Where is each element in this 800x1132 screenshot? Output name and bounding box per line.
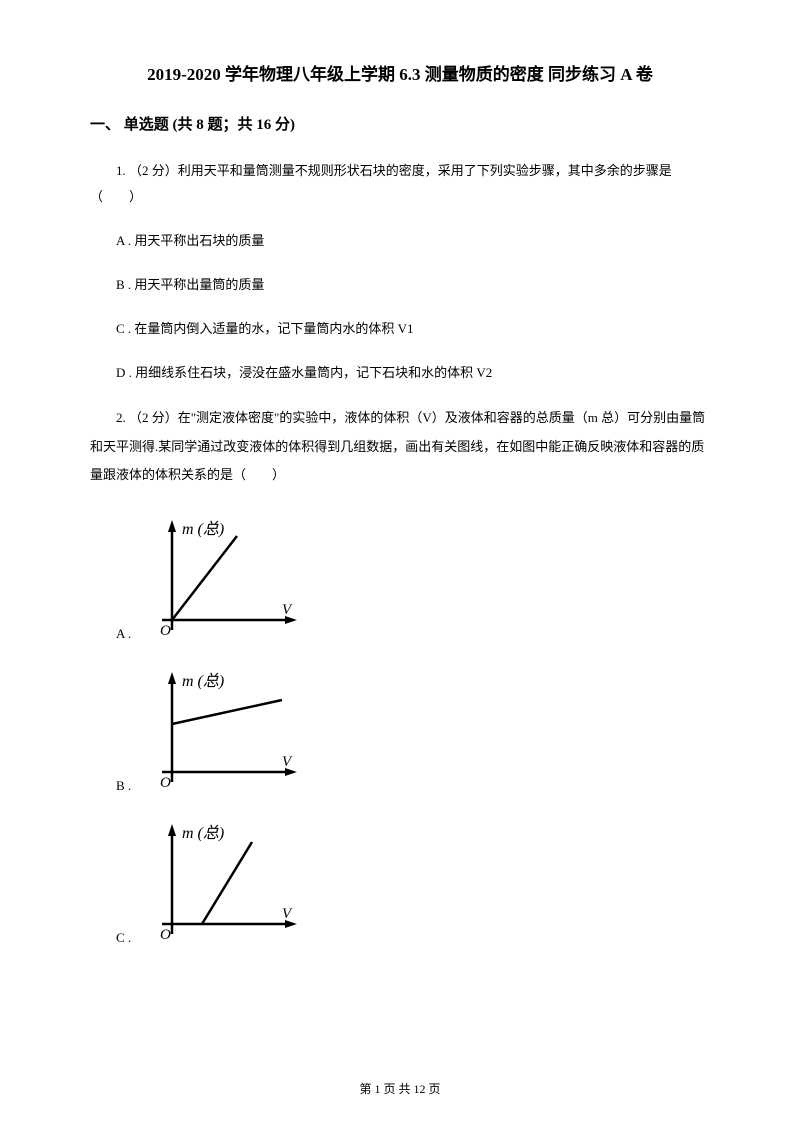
page-footer: 第 1 页 共 12 页 <box>0 1080 800 1097</box>
q2-option-c-label: C . <box>90 930 134 954</box>
q1-option-b: B . 用天平称出量筒的质量 <box>90 272 710 298</box>
q2-option-c-row: C . m (总) V O <box>90 814 710 954</box>
origin-label: O <box>160 927 171 943</box>
origin-label: O <box>160 623 171 639</box>
q2-graph-b: m (总) V O <box>142 662 312 802</box>
q2-graph-a: m (总) V O <box>142 510 312 650</box>
q2-graph-c: m (总) V O <box>142 814 312 954</box>
graph-a-line <box>172 536 237 620</box>
section-header: 一、 单选题 (共 8 题；共 16 分) <box>90 113 710 134</box>
q1-option-d: D . 用细线系住石块，浸没在盛水量筒内，记下石块和水的体积 V2 <box>90 360 710 386</box>
q2-option-b-row: B . m (总) V O <box>90 662 710 802</box>
q1-intro: 1. （2 分）利用天平和量筒测量不规则形状石块的密度，采用了下列实验步骤，其中… <box>90 158 710 210</box>
graph-b-line <box>172 700 282 724</box>
page-title: 2019-2020 学年物理八年级上学期 6.3 测量物质的密度 同步练习 A … <box>90 60 710 85</box>
graph-b-axes: m (总) V O <box>160 672 297 791</box>
y-axis-label: m (总) <box>182 672 224 690</box>
x-axis-label: V <box>282 754 293 770</box>
x-axis-label: V <box>282 602 293 618</box>
graph-c-axes: m (总) V O <box>160 824 297 943</box>
q2-option-b-label: B . <box>90 778 134 802</box>
y-axis-label: m (总) <box>182 824 224 842</box>
q2-option-a-row: A . m (总) V O <box>90 510 710 650</box>
q1-option-c: C . 在量筒内倒入适量的水，记下量筒内水的体积 V1 <box>90 316 710 342</box>
graph-c-line <box>202 842 252 924</box>
q1-option-a: A . 用天平称出石块的质量 <box>90 228 710 254</box>
origin-label: O <box>160 775 171 791</box>
q2-option-a-label: A . <box>90 626 134 650</box>
graph-a-axes: m (总) V O <box>160 520 297 639</box>
q2-text: 2. （2 分）在"测定液体密度"的实验中，液体的体积（V）及液体和容器的总质量… <box>90 404 710 490</box>
y-axis-label: m (总) <box>182 520 224 538</box>
x-axis-label: V <box>282 906 293 922</box>
